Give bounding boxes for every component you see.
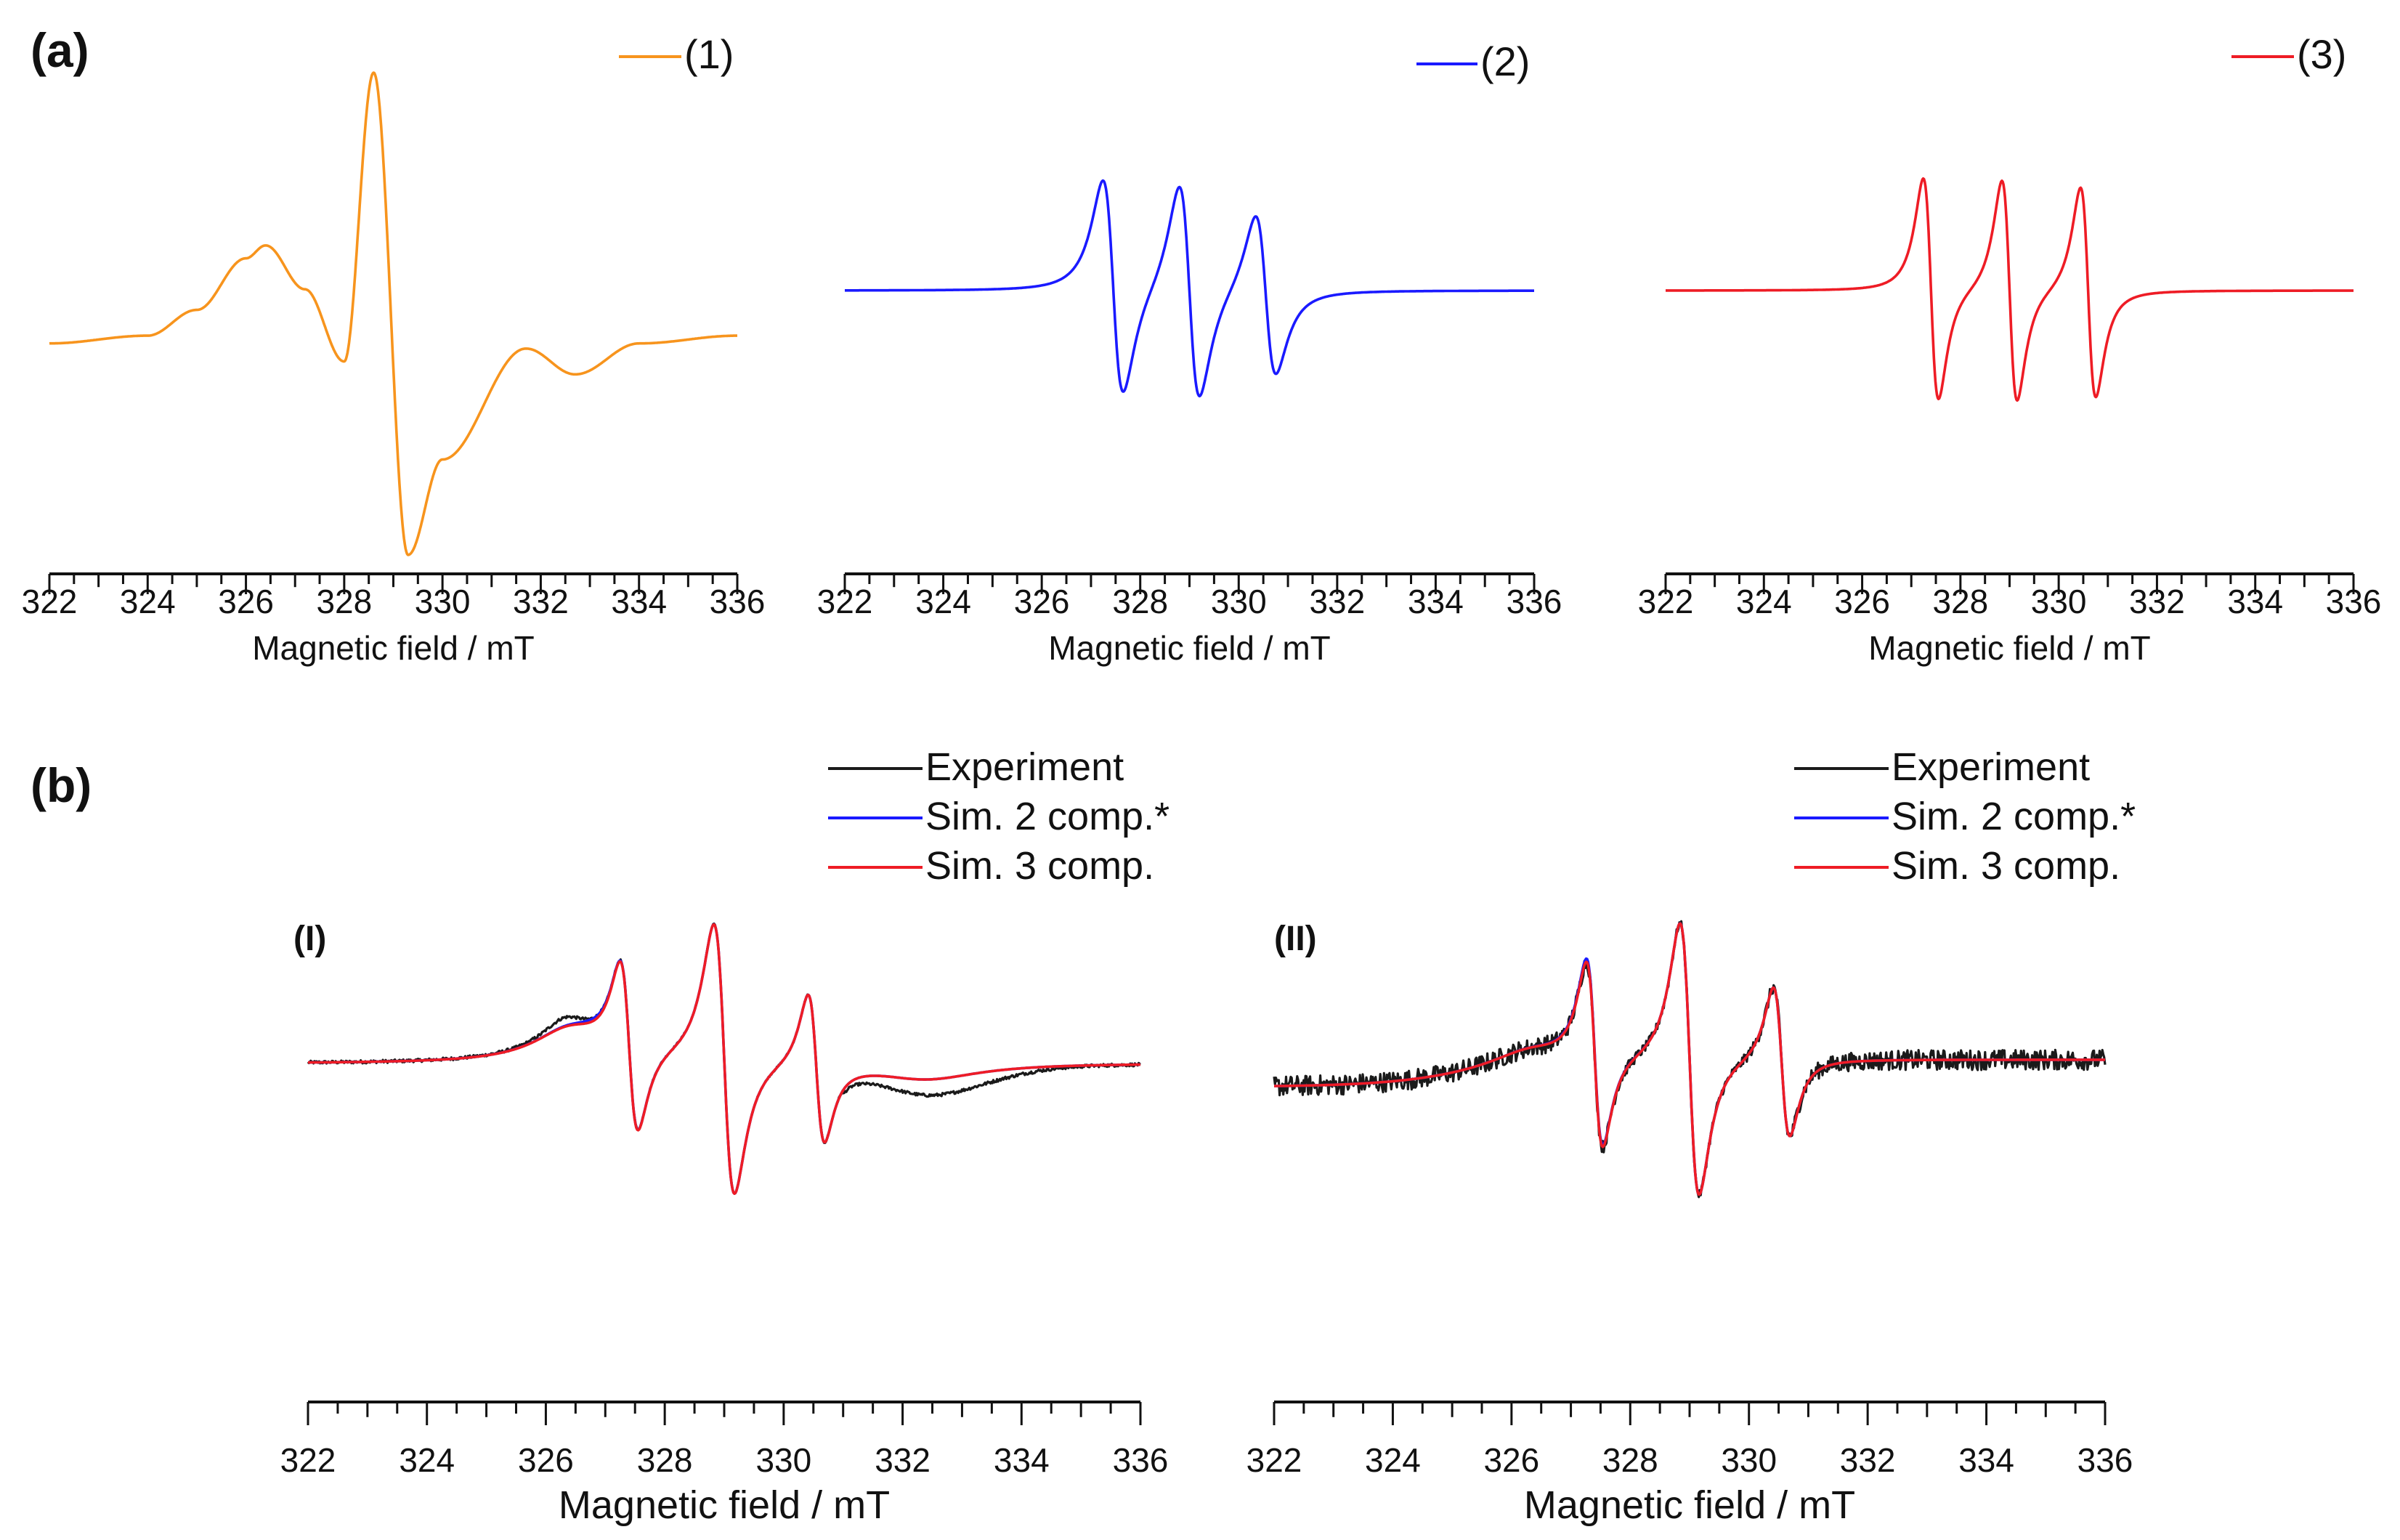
legend: (3) (2231, 31, 2346, 77)
panel-label-a: (a) (31, 23, 89, 77)
x-tick-label: 328 (1112, 583, 1168, 620)
x-tick-label: 326 (1834, 583, 1890, 620)
x-tick-label: 334 (611, 583, 667, 620)
legend-label: Sim. 3 comp. (1892, 844, 2120, 888)
x-tick-label: 328 (1602, 1441, 1658, 1479)
x-tick-label: 334 (2227, 583, 2283, 620)
x-tick-label: 336 (1113, 1441, 1169, 1479)
series-line-sim-3-comp (308, 925, 1140, 1194)
x-tick-label: 328 (316, 583, 372, 620)
x-tick-label: 330 (1721, 1441, 1777, 1479)
chart-a3: 322 324 326 328 330 332 334 336 Magnetic field /… (1638, 31, 2382, 667)
legend-label: (2) (1480, 38, 1530, 84)
chart-a1: 322 324 326 328 330 332 334 336 Magnetic field /… (22, 31, 766, 667)
subpanel-tag: (I) (293, 920, 326, 958)
x-tick-label: 324 (1365, 1441, 1421, 1479)
x-tick-label: 334 (994, 1441, 1050, 1479)
x-tick-label: 334 (1958, 1441, 2014, 1479)
subpanel-tag: (II) (1274, 920, 1317, 958)
x-tick-label: 332 (1840, 1441, 1896, 1479)
x-tick-label: 336 (710, 583, 766, 620)
legend: Experiment Sim. 2 comp.* Sim. 3 comp. (828, 745, 1169, 888)
x-tick-label: 322 (817, 583, 873, 620)
legend-label: (3) (2297, 31, 2346, 77)
x-axis-title: Magnetic field / mT (252, 629, 535, 667)
legend-label: Sim. 3 comp. (925, 844, 1154, 888)
legend-label: (1) (684, 31, 734, 77)
x-tick-label: 336 (2326, 583, 2382, 620)
x-tick-label: 326 (218, 583, 274, 620)
chart-b2: 322 324 326 328 330 332 334 336 Magnetic field /… (1246, 745, 2136, 1527)
chart-a2: 322 324 326 328 330 332 334 336 Magnetic field /… (817, 38, 1562, 667)
x-axis-title: Magnetic field / mT (1868, 629, 2151, 667)
x-tick-label: 330 (415, 583, 471, 620)
x-tick-label: 324 (120, 583, 176, 620)
x-tick-label: 322 (1638, 583, 1694, 620)
x-tick-label: 330 (755, 1441, 811, 1479)
x-tick-label: 326 (1483, 1441, 1539, 1479)
x-axis-title: Magnetic field / mT (1048, 629, 1331, 667)
x-tick-label: 326 (1014, 583, 1070, 620)
x-tick-label: 334 (1408, 583, 1464, 620)
legend: Experiment Sim. 2 comp.* Sim. 3 comp. (1794, 745, 2136, 888)
x-tick-label: 332 (2129, 583, 2185, 620)
x-tick-label: 330 (2031, 583, 2087, 620)
series-line--1 (49, 73, 737, 555)
x-tick-label: 324 (915, 583, 971, 620)
legend: (1) (619, 31, 734, 77)
x-tick-label: 332 (875, 1441, 931, 1479)
x-tick-label: 324 (1736, 583, 1792, 620)
chart-b1: 322 324 326 328 330 332 334 336 Magnetic field /… (280, 745, 1169, 1527)
x-tick-label: 336 (1507, 583, 1562, 620)
series-line-sim-3-comp (1274, 923, 2105, 1194)
legend-label: Experiment (1892, 745, 2090, 789)
x-tick-label: 332 (1309, 583, 1365, 620)
legend-label: Experiment (925, 745, 1124, 789)
legend: (2) (1416, 38, 1530, 84)
legend-label: Sim. 2 comp.* (925, 795, 1169, 838)
x-tick-label: 332 (513, 583, 569, 620)
x-tick-label: 324 (399, 1441, 455, 1479)
x-tick-label: 328 (637, 1441, 693, 1479)
series-line--2 (845, 181, 1534, 397)
x-tick-label: 322 (280, 1441, 336, 1479)
x-tick-label: 330 (1211, 583, 1267, 620)
x-tick-label: 326 (518, 1441, 574, 1479)
figure: (a) (b) 322 324 326 328 330 332 334 336 Magnetic… (0, 0, 2400, 1540)
panel-label-b: (b) (31, 758, 92, 812)
series-line--3 (1666, 179, 2354, 401)
x-tick-label: 336 (2077, 1441, 2133, 1479)
x-tick-label: 322 (1246, 1441, 1302, 1479)
charts-layer: 322 324 326 328 330 332 334 336 Magnetic field /… (22, 31, 2382, 1527)
x-tick-label: 328 (1932, 583, 1988, 620)
x-axis-title: Magnetic field / mT (1524, 1483, 1855, 1527)
x-axis-title: Magnetic field / mT (559, 1483, 890, 1527)
legend-label: Sim. 2 comp.* (1892, 795, 2136, 838)
x-tick-label: 322 (22, 583, 78, 620)
